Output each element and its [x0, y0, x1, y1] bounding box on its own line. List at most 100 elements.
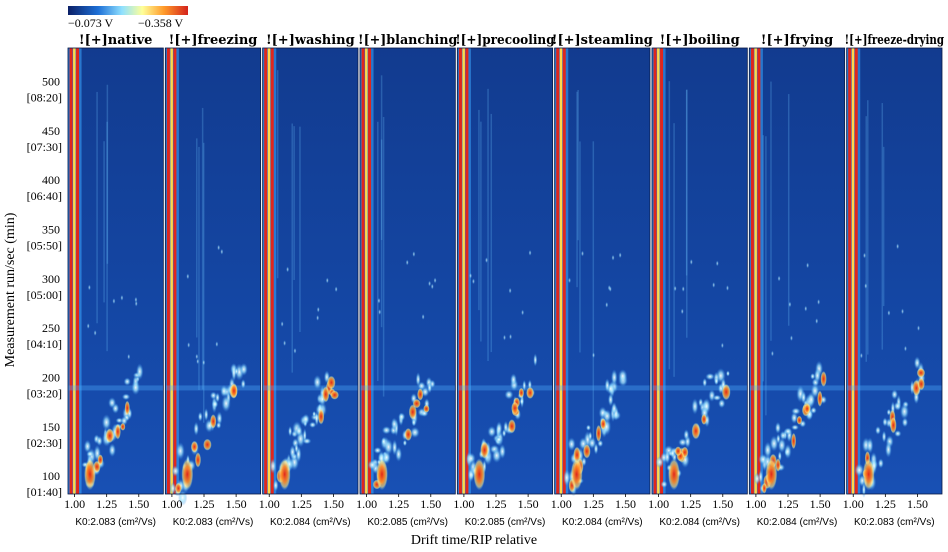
y-tick-sublabel: [06:40]	[27, 189, 62, 203]
ion-spot	[859, 352, 863, 359]
k0-label: K0:2.083 (cm²/Vs)	[173, 517, 254, 528]
ion-spot	[415, 372, 421, 387]
ion-spot	[903, 345, 907, 352]
panel-title: ![+]frying	[761, 33, 833, 48]
ion-peak	[423, 404, 430, 413]
major-peak	[570, 458, 583, 491]
x-tick-label: 1.25	[486, 497, 507, 511]
ion-peak	[124, 400, 130, 416]
ion-spot	[202, 359, 206, 366]
signal-streak	[480, 121, 482, 342]
signal-streak	[382, 116, 385, 397]
horizontal-band	[749, 385, 845, 391]
rip-band-yellow	[851, 48, 855, 494]
ion-spot	[430, 283, 434, 290]
ion-peak	[674, 446, 682, 457]
ion-spot	[714, 377, 719, 386]
signal-streak	[478, 109, 480, 311]
heatmap-panel: ![+]washing 1.00 1.25 1.50 K0:2.084 (cm²/Vs)	[259, 33, 359, 528]
ion-spot	[86, 450, 94, 458]
ion-spot	[712, 394, 722, 401]
x-tick-label: 1.25	[194, 497, 215, 511]
ion-spot	[216, 421, 222, 429]
signal-streak	[201, 107, 204, 390]
ion-spot	[131, 380, 141, 396]
ion-spot	[495, 421, 503, 436]
ion-spot	[108, 397, 117, 409]
x-tick-label: 1.00	[356, 497, 377, 511]
signal-streak	[765, 136, 767, 416]
panel-title: ![+]washing	[266, 33, 355, 48]
heatmap-panel: ![+]blanching 1.00 1.25 1.50 K0:2.085 (cm²/V…	[356, 33, 457, 528]
ion-spot	[689, 258, 693, 265]
ion-spot	[108, 443, 116, 458]
x-tick-label: 1.00	[259, 497, 280, 511]
horizontal-band	[457, 385, 553, 391]
panel-background	[457, 48, 553, 494]
heatmap-panel: ![+]frying 1.00 1.25 1.50 K0:2.084 (cm²/Vs)	[745, 33, 846, 528]
ion-spot	[702, 377, 708, 388]
ion-peak	[97, 454, 104, 466]
ion-spot	[854, 463, 865, 477]
ion-spot	[231, 364, 237, 382]
rip-band-red	[270, 48, 274, 494]
ion-spot	[864, 282, 868, 289]
ion-spot	[817, 298, 821, 305]
signal-streak	[196, 138, 198, 338]
ion-peak	[796, 415, 803, 425]
ion-spot	[187, 342, 191, 349]
ion-spot	[197, 411, 203, 422]
signal-streak	[103, 141, 105, 303]
ion-spot	[725, 285, 729, 292]
signal-streak	[867, 100, 869, 355]
ion-spot	[405, 259, 409, 266]
ion-spot	[528, 249, 532, 256]
rip-band-yellow	[657, 48, 660, 494]
ion-spot	[585, 424, 591, 431]
panel-frame	[554, 47, 651, 495]
ion-spot	[411, 418, 417, 427]
ion-spot	[302, 413, 310, 425]
ion-spot	[402, 439, 408, 447]
horizontal-band	[262, 385, 358, 391]
ion-spot	[215, 341, 219, 348]
y-tick-label: 350	[42, 222, 60, 236]
rip-band-red	[173, 48, 177, 494]
ion-spot	[804, 305, 808, 312]
heatmap-panel: ![+]steamling 1.00 1.25 1.50 K0:2.084 (cm²/V…	[551, 33, 653, 528]
ion-spot	[774, 421, 781, 434]
x-tick-label: 1.50	[712, 497, 733, 511]
ion-spot	[881, 430, 887, 443]
ion-spot	[288, 425, 293, 437]
signal-streak	[881, 103, 884, 350]
rip-band-red	[458, 48, 462, 494]
ion-spot	[334, 286, 338, 293]
panel-title: ![+]freeze-drying	[845, 33, 944, 48]
rip-band-yellow	[365, 48, 368, 494]
ion-spot	[664, 449, 671, 465]
x-tick-label: 1.25	[96, 497, 117, 511]
y-tick-label: 300	[42, 272, 60, 286]
ion-spot	[611, 401, 618, 416]
signal-streak	[299, 126, 301, 333]
panel-frame	[651, 47, 748, 495]
ion-peak	[404, 427, 413, 442]
signal-streak	[592, 141, 595, 441]
k0-label: K0:2.085 (cm²/Vs)	[465, 517, 546, 528]
ion-peak	[322, 386, 330, 403]
ion-spot	[412, 251, 416, 258]
ion-spot	[605, 301, 609, 308]
ion-spot	[670, 447, 676, 460]
y-tick-sublabel: [08:20]	[27, 90, 62, 104]
panel-frame	[262, 47, 359, 495]
y-tick-label: 200	[42, 370, 60, 384]
ion-spot	[533, 353, 538, 367]
x-tick-label: 1.25	[875, 497, 896, 511]
x-tick-label: 1.50	[615, 497, 636, 511]
signal-streak	[770, 81, 772, 341]
ion-spot	[866, 437, 874, 454]
ion-peak	[408, 404, 417, 420]
ion-spot	[563, 468, 571, 487]
ion-spot	[469, 272, 473, 279]
ion-spot	[421, 313, 425, 320]
